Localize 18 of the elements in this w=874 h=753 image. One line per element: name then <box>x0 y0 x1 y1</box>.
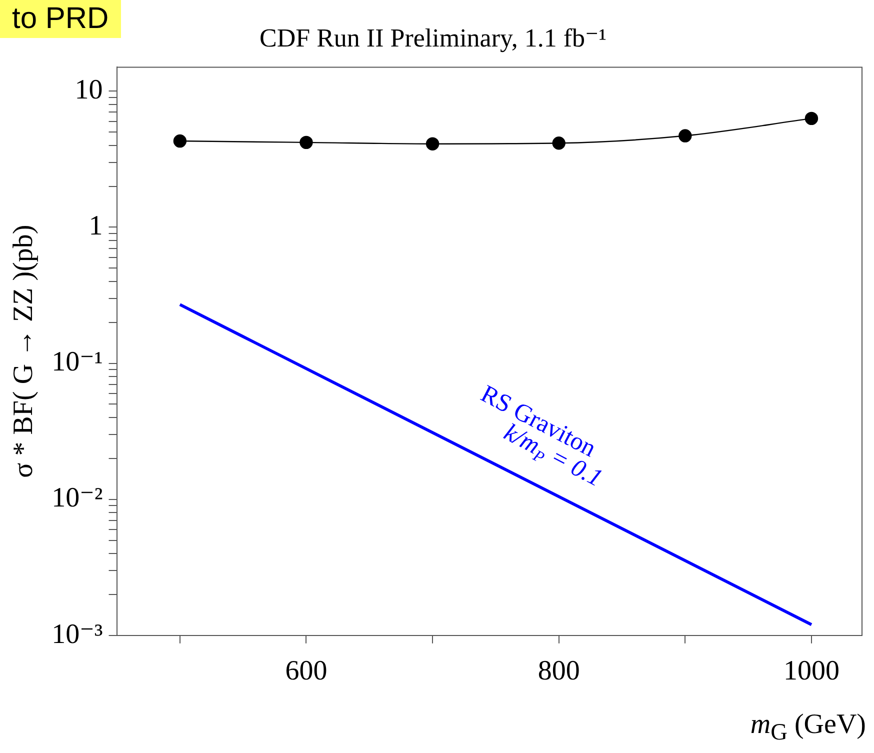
x-tick-label: 1000 <box>783 656 840 687</box>
point <box>804 112 818 126</box>
x-tick-label: 800 <box>538 656 580 687</box>
y-tick-label: 10 <box>74 74 103 106</box>
y-tick-label: 10⁻¹ <box>52 346 103 378</box>
text: to PRD <box>0 0 121 38</box>
x-axis-title: m$_{G}$ (GeV) <box>750 709 866 747</box>
y-tick-label: 10⁻³ <box>52 618 103 650</box>
y-tick-label: 1 <box>88 210 103 242</box>
point <box>300 136 313 150</box>
point <box>552 136 566 150</box>
x-tick-label: 600 <box>285 656 328 687</box>
chart-title: CDF Run II Preliminary, 1.1 fb⁻¹ <box>260 23 606 52</box>
point <box>173 134 187 148</box>
y-tick-label: 10⁻² <box>52 482 103 514</box>
point <box>678 129 692 142</box>
point <box>426 137 440 150</box>
y-axis-title: σ * BF( G → ZZ )(pb) <box>8 224 40 478</box>
